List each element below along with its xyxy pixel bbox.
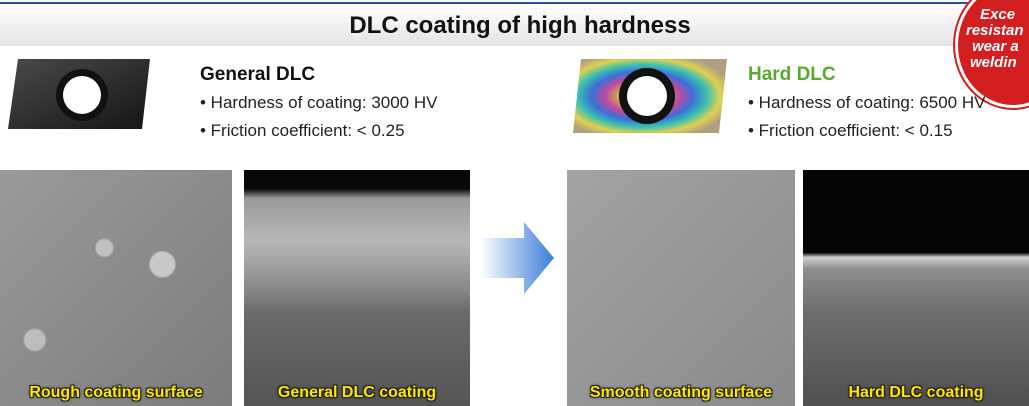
badge-line: Exce	[980, 6, 1016, 23]
arrow	[480, 222, 554, 294]
bullet: • Hardness of coating: 3000 HV	[200, 93, 438, 112]
badge-line: wear a	[972, 38, 1019, 55]
bullet: • Friction coefficient: < 0.25	[200, 121, 405, 140]
panel-title: General DLC	[200, 64, 316, 85]
badge-line: weldin	[970, 54, 1017, 71]
photo: Smooth coating surface	[567, 170, 795, 406]
page-title: DLC coating of high hardness	[349, 12, 691, 39]
photo-label: Rough coating surface	[29, 384, 203, 401]
photo: Hard DLC coating	[803, 170, 1029, 406]
photo-label: Smooth coating surface	[589, 384, 773, 401]
photo: Rough coating surface	[0, 170, 232, 406]
top-rule	[0, 2, 1029, 4]
photo: General DLC coating	[244, 170, 470, 406]
bullet: • Hardness of coating: 6500 HV	[748, 93, 986, 112]
panel-title: Hard DLC	[748, 64, 836, 85]
bullet: • Friction coefficient: < 0.15	[748, 121, 953, 140]
photo-label: General DLC coating	[277, 384, 437, 401]
insert-general	[8, 59, 150, 129]
photo-label: Hard DLC coating	[848, 384, 984, 401]
badge: Exce resistan wear a weldin	[955, 0, 1029, 108]
badge-line: resistan	[966, 22, 1024, 39]
title-bar	[0, 4, 1029, 46]
insert-hard	[573, 59, 727, 133]
